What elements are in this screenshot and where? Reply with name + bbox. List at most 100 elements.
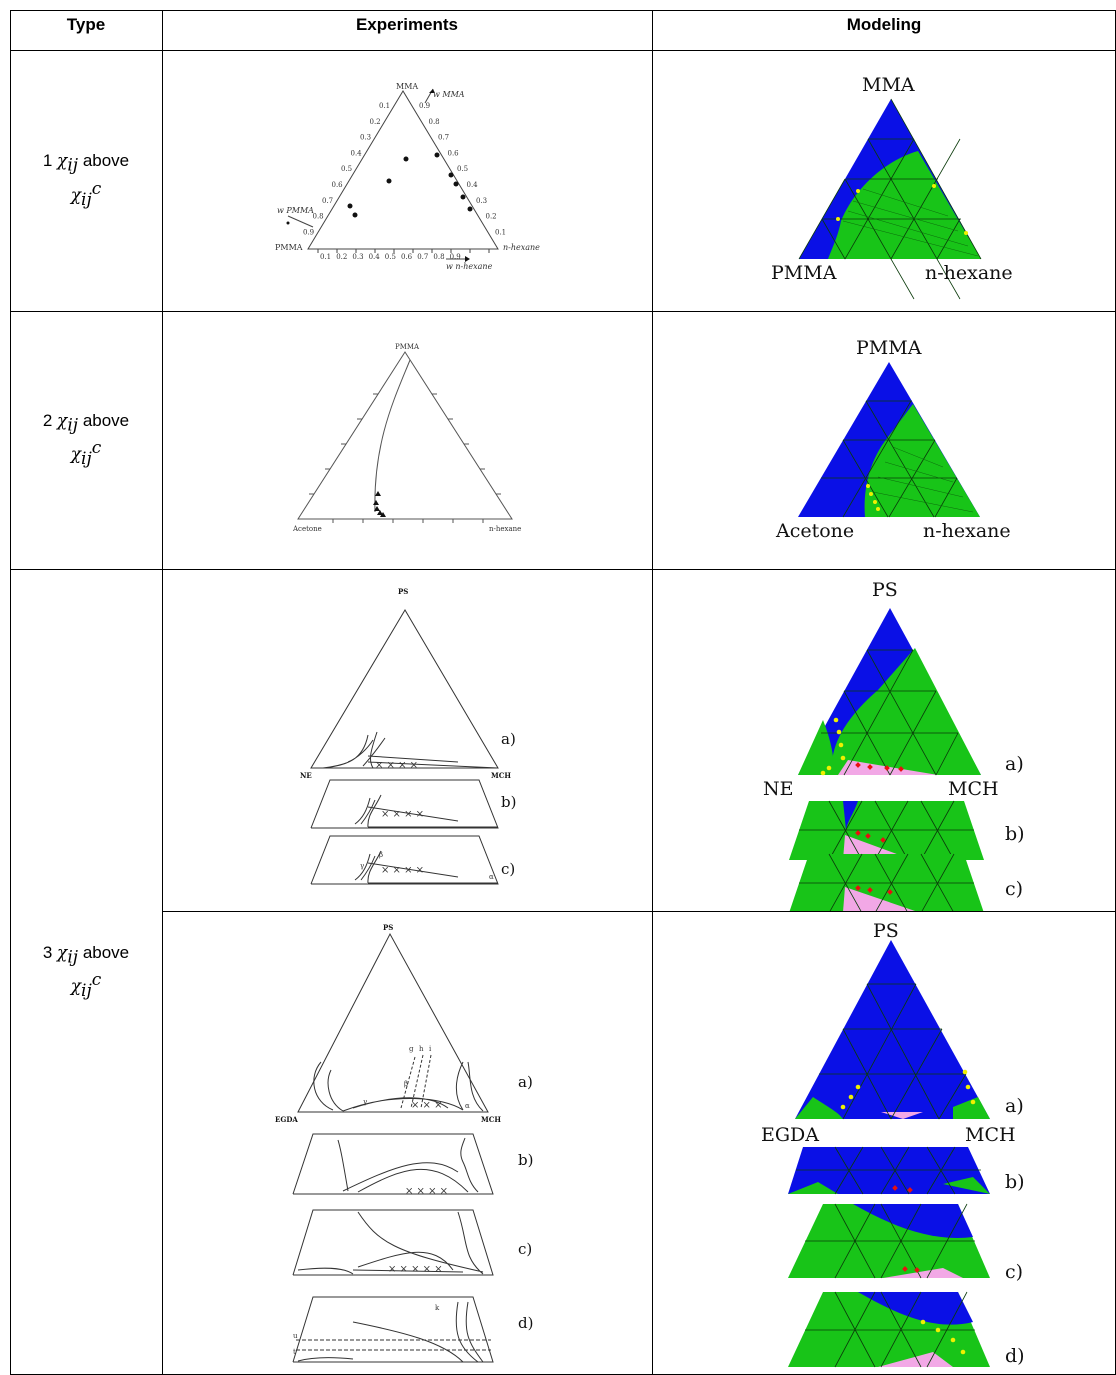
tick-label: 0.4: [351, 149, 363, 157]
model-point: [820, 770, 826, 776]
data-point: [403, 156, 409, 162]
model-point: [836, 217, 840, 221]
green-region: [953, 1097, 990, 1119]
blue-region: [795, 940, 990, 1119]
model-vertex-left: Acetone: [775, 520, 854, 542]
experiment-vertex-left: EGDA: [275, 1115, 298, 1124]
experiment-vertex-right: MCH: [491, 771, 511, 780]
subfigure-label: c): [1005, 1261, 1023, 1283]
pink-region: [843, 835, 913, 860]
tick-label: 0.8: [429, 118, 440, 126]
model-point: [876, 507, 880, 511]
subfigure-label: d): [1005, 1345, 1025, 1367]
header-experiments: Experiments: [355, 15, 459, 34]
chi-subscript: ij: [67, 415, 79, 436]
green-region: [828, 151, 981, 259]
modeling-diagram-row3a: PS NE MCH a) b) c): [763, 579, 1025, 911]
tick-label: 0.5: [457, 165, 468, 173]
model-point: [856, 189, 860, 193]
tick-label: 0.4: [467, 181, 479, 189]
greek-label-beta: β: [404, 1080, 408, 1088]
subfigure-label: b): [501, 793, 516, 811]
tick-label: 0.1: [379, 102, 390, 110]
blue-region: [843, 801, 858, 830]
model-point: [836, 729, 842, 735]
model-point: [920, 1319, 926, 1325]
experiment-diagram-row3a: × × × × × × × × × × × × γ β α PS NE MCH …: [300, 587, 516, 885]
x-marker: × × × ×: [405, 1186, 448, 1197]
modeling-diagram-row3b: PS EGDA MCH a) b) c) d): [761, 920, 1025, 1368]
subfigure-label: d): [518, 1314, 533, 1332]
header-type: Type: [66, 15, 106, 34]
model-point-red: [892, 1185, 898, 1191]
tick-label: 0.8: [433, 253, 444, 261]
type-number: 3: [42, 942, 53, 962]
chi-symbol: χ: [57, 151, 68, 172]
experiment-vertex-right: MCH: [481, 1115, 501, 1124]
type-cell-3: 3 χij above χijc: [10, 570, 162, 1375]
chi-symbol: χ: [70, 444, 82, 465]
data-point: [375, 491, 381, 496]
blue-region: [853, 1204, 973, 1238]
experiment-diagram-row1: MMA PMMA n-hexane w MMA w PMMA w n-hexan…: [275, 82, 540, 271]
experiment-vertex-top: MMA: [396, 82, 418, 91]
model-point-red: [884, 765, 890, 771]
type-word: above: [82, 151, 130, 171]
tick-label: 0.5: [385, 253, 396, 261]
chi-superscript: c: [91, 178, 102, 199]
subfigure-label: a): [501, 730, 516, 748]
type-number: 1: [42, 151, 53, 171]
tick-label: 0.5: [341, 165, 352, 173]
subfigure-label: c): [518, 1240, 532, 1258]
chi-superscript: c: [91, 438, 102, 459]
pink-region: [883, 1268, 963, 1278]
line-label: t: [293, 1348, 296, 1356]
chi-symbol: χ: [70, 185, 82, 206]
subfigure-label: a): [1005, 1095, 1024, 1117]
experiment-vertex-right: n-hexane: [503, 243, 540, 252]
model-point: [848, 1094, 854, 1100]
model-point: [960, 1349, 966, 1355]
pink-region: [881, 1112, 923, 1119]
x-marker: × × × ×: [375, 760, 418, 771]
chi-subscript: ij: [67, 947, 79, 968]
line-label: g: [409, 1045, 414, 1053]
model-point: [855, 1084, 861, 1090]
tick-label: 0.7: [417, 253, 428, 261]
chi-subscript: ij: [81, 449, 92, 470]
subfigure-label: a): [518, 1073, 533, 1091]
tick-label: 0.1: [495, 228, 506, 236]
experiment-diagram-row3b: × × × × × × × × × × × × γ β α g h i k u …: [275, 923, 533, 1363]
tick-label: 0.2: [336, 253, 347, 261]
greek-label-beta: β: [379, 851, 383, 859]
model-point: [866, 484, 870, 488]
model-point: [840, 1104, 846, 1110]
blue-region: [858, 1292, 973, 1325]
experiment-vertex-right: n-hexane: [489, 525, 521, 533]
tick-label: 0.9: [303, 228, 314, 236]
tick-marks: [317, 249, 490, 253]
data-point: [460, 194, 466, 200]
model-vertex-top: PS: [872, 579, 898, 601]
experiment-vertex-top: PMMA: [395, 343, 420, 351]
tick-label: 0.6: [448, 149, 460, 157]
chi-symbol: χ: [57, 410, 68, 431]
green-region: [832, 648, 981, 775]
type-word: above: [82, 942, 130, 962]
type-cell-2: 2 χij above χijc: [10, 312, 162, 569]
model-point-red: [867, 887, 873, 893]
model-point-red: [880, 837, 886, 843]
model-point: [838, 742, 844, 748]
type-number: 2: [42, 410, 53, 430]
w-pmma-label: w PMMA: [277, 206, 314, 215]
header-modeling: Modeling: [846, 15, 922, 34]
subfigure-label: b): [1005, 1171, 1025, 1193]
model-point-red: [865, 833, 871, 839]
tick-label: 0.9: [419, 102, 430, 110]
model-point-red: [855, 830, 861, 836]
model-point-red: [902, 1266, 908, 1272]
tick-label: 0.1: [320, 253, 331, 261]
model-vertex-right: MCH: [965, 1124, 1016, 1146]
tick-label: 0.8: [313, 213, 324, 221]
model-vertex-right: MCH: [948, 778, 999, 800]
